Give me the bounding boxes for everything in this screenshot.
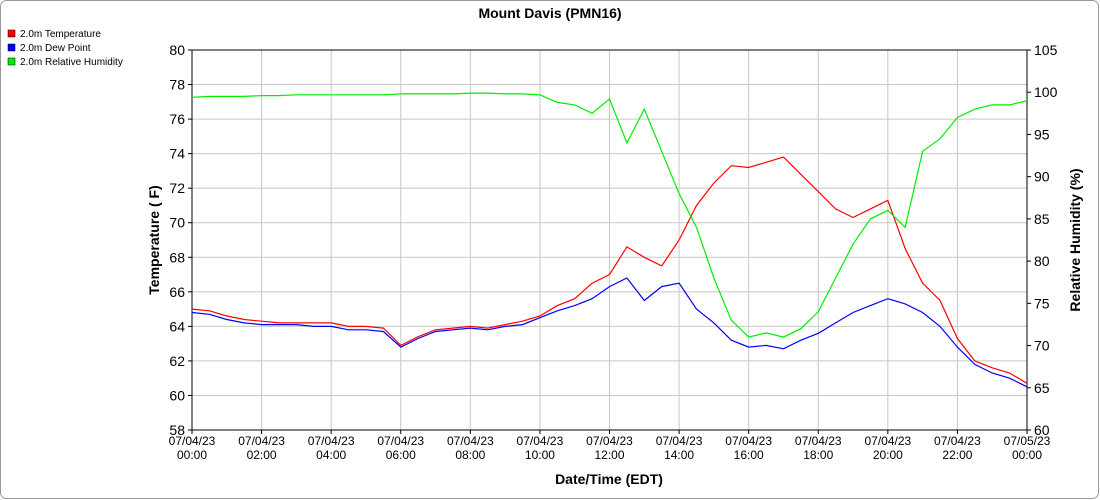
- y2-tick-label: 95: [1034, 126, 1050, 142]
- x-tick-label-line: 07/04/23: [169, 434, 216, 448]
- x-tick-label-line: 08:00: [455, 448, 485, 462]
- x-tick-label: 07/04/23 18:00: [795, 434, 842, 462]
- y2-tick-label: 80: [1034, 253, 1050, 269]
- y-tick-label: 70: [169, 215, 185, 231]
- y2-tick-label: 100: [1034, 84, 1058, 100]
- x-tick-label-line: 20:00: [873, 448, 903, 462]
- y-tick-label: 62: [169, 353, 185, 369]
- legend-label: 2.0m Relative Humidity: [20, 57, 123, 68]
- legend-label: 2.0m Dew Point: [20, 43, 91, 54]
- y-tick-label: 78: [169, 77, 185, 93]
- y2-tick-label: 90: [1034, 169, 1050, 185]
- y-tick-label: 66: [169, 284, 185, 300]
- series-line: [191, 277, 1028, 388]
- x-tick-label-line: 16:00: [734, 448, 764, 462]
- x-tick-label-line: 07/04/23: [934, 434, 981, 448]
- y2-tick-label: 65: [1034, 380, 1050, 396]
- x-tick-label: 07/04/23 10:00: [517, 434, 564, 462]
- x-tick-label: 07/04/23 02:00: [238, 434, 285, 462]
- y2-tick-label: 75: [1034, 295, 1050, 311]
- legend-swatch: [7, 43, 16, 52]
- x-tick-label-line: 04:00: [316, 448, 346, 462]
- x-tick-label-line: 07/04/23: [656, 434, 703, 448]
- x-tick-label: 07/04/23 00:00: [169, 434, 216, 462]
- x-tick-label: 07/05/23 00:00: [1004, 434, 1051, 462]
- x-tick-label-line: 07/04/23: [308, 434, 355, 448]
- y-tick-label: 72: [169, 180, 185, 196]
- y-axis-label: Temperature ( F): [146, 185, 162, 294]
- y-tick-label: 76: [169, 111, 185, 127]
- legend-swatch: [7, 29, 16, 38]
- x-tick-label-line: 07/05/23: [1004, 434, 1051, 448]
- x-tick-label: 07/04/23 22:00: [934, 434, 981, 462]
- x-tick-label-line: 07/04/23: [795, 434, 842, 448]
- x-tick-label-line: 07/04/23: [377, 434, 424, 448]
- x-tick-label-line: 14:00: [664, 448, 694, 462]
- x-tick-label-line: 18:00: [803, 448, 833, 462]
- x-tick-label-line: 02:00: [247, 448, 277, 462]
- chart-title: Mount Davis (PMN16): [478, 5, 621, 21]
- x-tick-label-line: 00:00: [1012, 448, 1042, 462]
- y2-tick-label: 105: [1034, 42, 1058, 58]
- y-tick-label: 60: [169, 387, 185, 403]
- x-tick-label-line: 10:00: [525, 448, 555, 462]
- x-tick-label-line: 22:00: [942, 448, 972, 462]
- y-tick-label: 68: [169, 249, 185, 265]
- x-tick-label: 07/04/23 08:00: [447, 434, 494, 462]
- x-tick-label: 07/04/23 14:00: [656, 434, 703, 462]
- x-axis-label: Date/Time (EDT): [555, 471, 663, 487]
- legend-swatch: [7, 57, 16, 66]
- x-tick-label-line: 06:00: [386, 448, 416, 462]
- legend-label: 2.0m Temperature: [20, 29, 101, 40]
- y2-tick-label: 70: [1034, 338, 1050, 354]
- x-tick-label-line: 07/04/23: [517, 434, 564, 448]
- x-tick-label: 07/04/23 04:00: [308, 434, 355, 462]
- y-tick-label: 64: [169, 318, 185, 334]
- x-tick-label-line: 07/04/23: [238, 434, 285, 448]
- series-line: [191, 92, 1028, 338]
- x-tick-label: 07/04/23 16:00: [725, 434, 772, 462]
- x-tick-label: 07/04/23 20:00: [864, 434, 911, 462]
- x-tick-label-line: 07/04/23: [864, 434, 911, 448]
- plot-area: [191, 49, 1028, 431]
- y-tick-label: 80: [169, 42, 185, 58]
- x-tick-label: 07/04/23 12:00: [586, 434, 633, 462]
- x-tick-label-line: 07/04/23: [586, 434, 633, 448]
- x-tick-label-line: 07/04/23: [447, 434, 494, 448]
- y2-tick-label: 60: [1034, 422, 1050, 438]
- x-tick-label-line: 12:00: [594, 448, 624, 462]
- y2-axis-label: Relative Humidity (%): [1067, 168, 1083, 311]
- series-line: [191, 156, 1028, 384]
- x-tick-label: 07/04/23 06:00: [377, 434, 424, 462]
- x-tick-label-line: 00:00: [177, 448, 207, 462]
- x-tick-label-line: 07/04/23: [725, 434, 772, 448]
- y2-tick-label: 85: [1034, 211, 1050, 227]
- y-tick-label: 58: [169, 422, 185, 438]
- y-tick-label: 74: [169, 146, 185, 162]
